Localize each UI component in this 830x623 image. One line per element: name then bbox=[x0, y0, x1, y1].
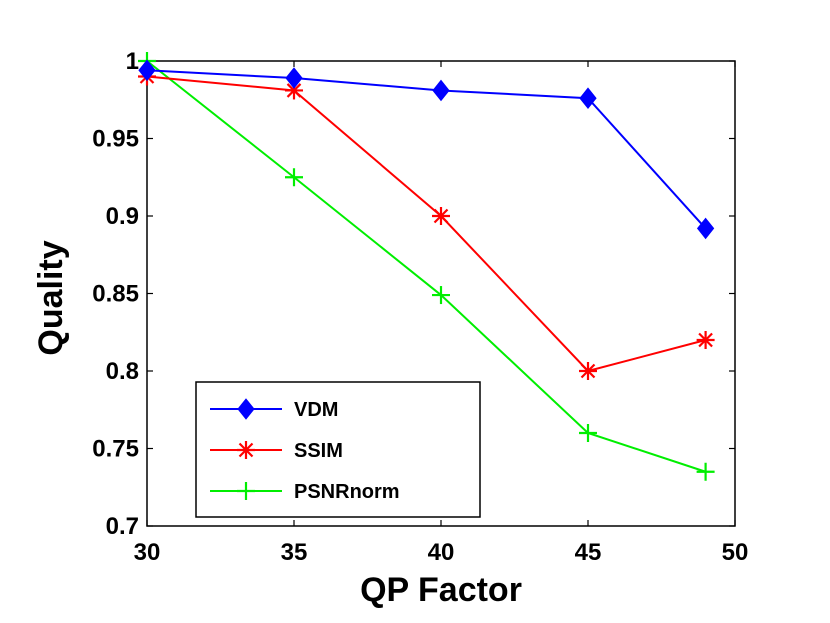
legend-marker-vdm bbox=[237, 398, 255, 420]
legend-marker-ssim bbox=[237, 441, 255, 459]
legend-item-ssim: SSIM bbox=[210, 440, 343, 462]
y-tick-label: 0.85 bbox=[92, 281, 139, 308]
data-point-vdm bbox=[285, 67, 303, 89]
y-tick-label: 0.8 bbox=[106, 358, 139, 385]
legend-item-psnrnorm: PSNRnorm bbox=[210, 481, 400, 503]
x-tick-label: 50 bbox=[722, 539, 749, 566]
data-point-vdm bbox=[432, 79, 450, 102]
series-vdm bbox=[138, 59, 715, 240]
y-tick-label: 0.7 bbox=[106, 513, 139, 540]
data-point-vdm bbox=[138, 59, 156, 82]
series-ssim bbox=[138, 67, 715, 380]
data-point-ssim bbox=[579, 362, 597, 380]
y-tick-label: 0.95 bbox=[92, 126, 139, 153]
series-layer bbox=[138, 52, 715, 481]
legend-label-vdm: VDM bbox=[294, 399, 338, 421]
x-axis: 30 35 40 45 50 bbox=[134, 61, 749, 566]
y-tick-label: 1 bbox=[126, 48, 139, 75]
series-psnrnorm bbox=[138, 52, 715, 481]
data-point-ssim bbox=[696, 331, 715, 349]
legend-item-vdm: VDM bbox=[210, 398, 338, 421]
x-tick-label: 30 bbox=[134, 539, 161, 566]
legend-marker-psnrnorm bbox=[237, 482, 255, 500]
data-point-vdm bbox=[579, 87, 597, 110]
y-axis: 0.7 0.75 0.8 0.85 0.9 0.95 1 bbox=[92, 48, 735, 540]
x-tick-label: 35 bbox=[281, 539, 308, 566]
y-tick-label: 0.9 bbox=[106, 203, 139, 230]
data-point-psnrnorm bbox=[579, 424, 597, 442]
y-axis-title: Quality bbox=[32, 240, 70, 355]
legend-label-ssim: SSIM bbox=[294, 440, 343, 462]
x-tick-label: 40 bbox=[428, 539, 455, 566]
data-point-psnrnorm bbox=[696, 462, 715, 481]
y-tick-label: 0.75 bbox=[92, 436, 139, 463]
legend-label-psnrnorm: PSNRnorm bbox=[294, 481, 400, 503]
legend: VDM SSIM PSNRnorm bbox=[195, 381, 481, 518]
data-point-ssim bbox=[432, 207, 450, 225]
data-point-psnrnorm bbox=[285, 168, 303, 187]
data-point-vdm bbox=[696, 217, 715, 240]
data-point-ssim bbox=[285, 81, 303, 100]
data-point-psnrnorm bbox=[432, 286, 450, 305]
x-tick-label: 45 bbox=[575, 539, 602, 566]
x-axis-title: QP Factor bbox=[360, 571, 522, 609]
